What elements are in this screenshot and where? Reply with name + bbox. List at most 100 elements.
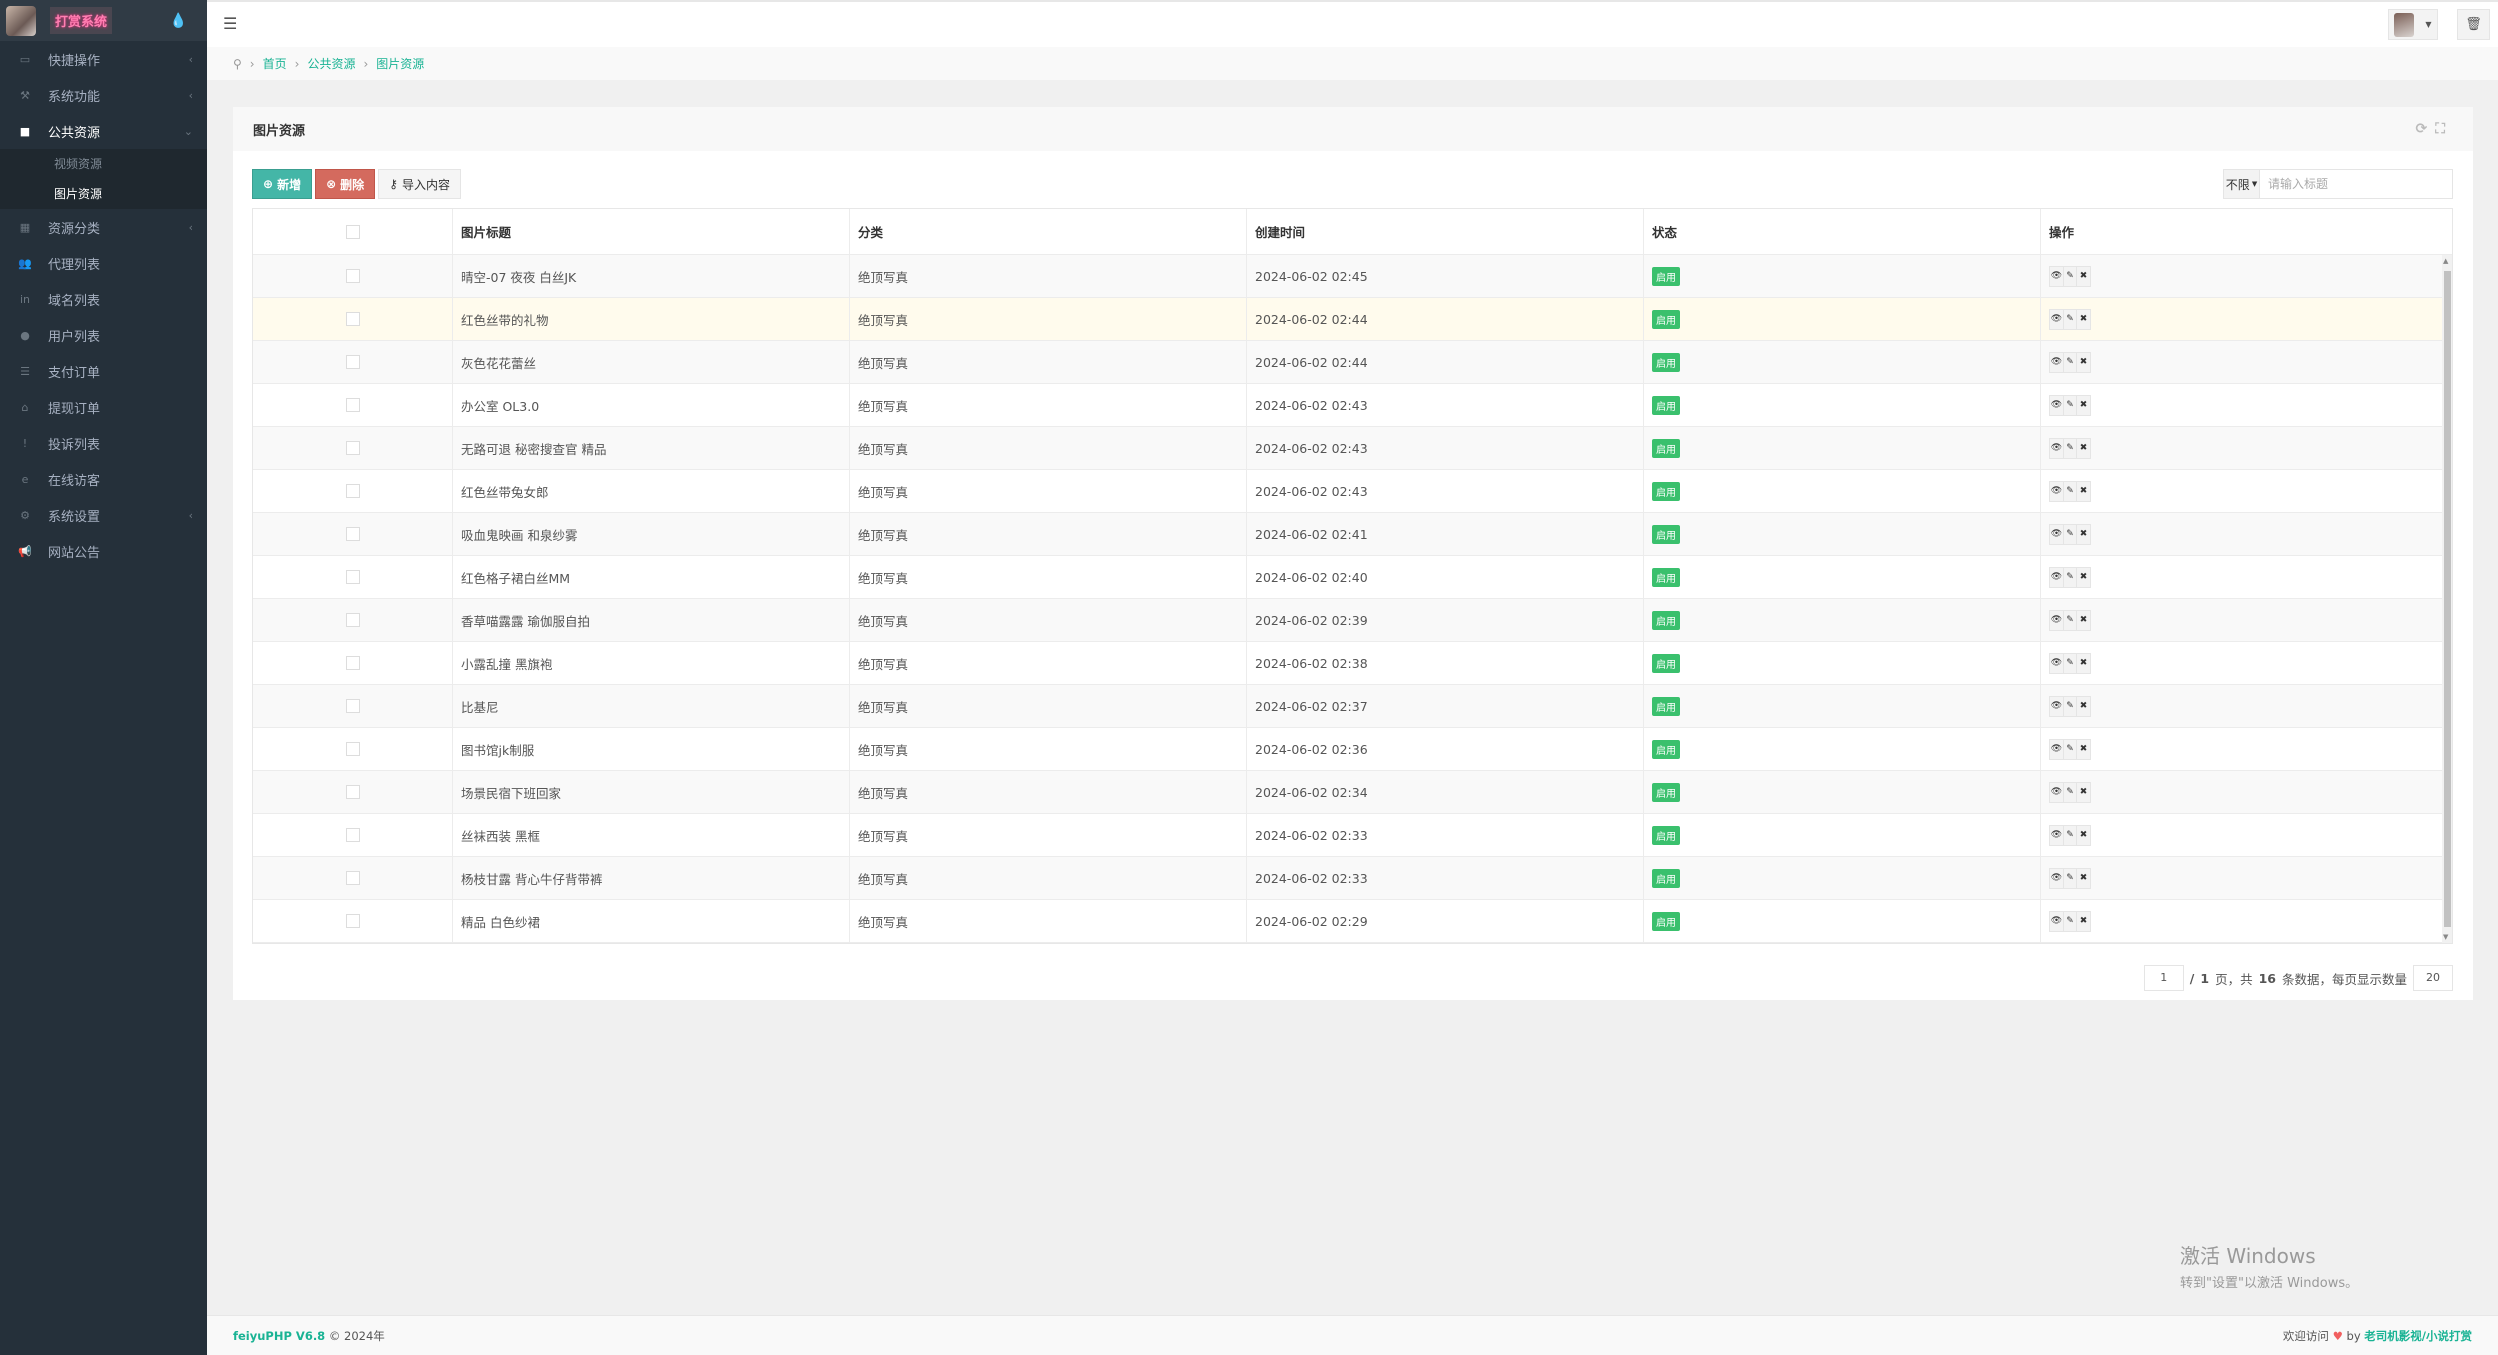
row-checkbox[interactable] [345, 742, 360, 756]
delete-icon[interactable]: ✖ [2079, 270, 2088, 281]
view-icon[interactable]: 👁 [2050, 911, 2064, 931]
status-badge[interactable]: 启用 [1652, 653, 1680, 673]
delete-icon[interactable]: ✖ [2079, 872, 2088, 883]
status-badge[interactable]: 启用 [1652, 911, 1680, 931]
sidebar-item-6[interactable]: ● 用户列表 [0, 317, 207, 353]
delete-icon[interactable]: ✖ [2079, 442, 2088, 453]
sidebar-item-12[interactable]: 📢 网站公告 [0, 533, 207, 569]
row-checkbox[interactable] [345, 914, 360, 928]
edit-icon[interactable]: ✎ [2064, 266, 2077, 286]
status-badge[interactable]: 启用 [1652, 782, 1680, 802]
view-icon[interactable]: 👁 [2050, 653, 2064, 673]
view-icon[interactable]: 👁 [2050, 352, 2064, 372]
edit-icon[interactable]: ✎ [2064, 696, 2077, 716]
row-checkbox[interactable] [345, 570, 360, 584]
view-icon[interactable]: 👁 [2050, 524, 2064, 544]
status-badge[interactable]: 启用 [1652, 567, 1680, 587]
status-badge[interactable]: 启用 [1652, 481, 1680, 501]
add-button[interactable]: ⊕ 新增 [252, 169, 313, 199]
view-icon[interactable]: 👁 [2050, 309, 2064, 329]
edit-icon[interactable]: ✎ [2064, 567, 2077, 587]
delete-button[interactable]: ⊗ 删除 [315, 169, 376, 199]
view-icon[interactable]: 👁 [2050, 395, 2064, 415]
sidebar-item-7[interactable]: ☰ 支付订单 [0, 353, 207, 389]
header-category[interactable]: 分类 [850, 209, 1247, 254]
submenu-item-1[interactable]: 图片资源 [54, 187, 103, 201]
sidebar-item-5[interactable]: in 域名列表 [0, 281, 207, 317]
edit-icon[interactable]: ✎ [2064, 309, 2077, 329]
edit-icon[interactable]: ✎ [2064, 352, 2077, 372]
view-icon[interactable]: 👁 [2050, 266, 2064, 286]
view-icon[interactable]: 👁 [2050, 868, 2064, 888]
row-checkbox[interactable] [345, 656, 360, 670]
filter-dropdown[interactable]: 不限 ▼ [2224, 170, 2260, 198]
delete-icon[interactable]: ✖ [2079, 528, 2088, 539]
status-badge[interactable]: 启用 [1652, 696, 1680, 716]
footer-link[interactable]: 老司机影视/小说打赏 [2364, 1328, 2472, 1343]
status-badge[interactable]: 启用 [1652, 610, 1680, 630]
view-icon[interactable]: 👁 [2050, 696, 2064, 716]
delete-icon[interactable]: ✖ [2079, 356, 2088, 367]
theme-drop-icon[interactable]: 💧 [169, 12, 187, 29]
delete-icon[interactable]: ✖ [2079, 571, 2088, 582]
status-badge[interactable]: 启用 [1652, 309, 1680, 329]
status-badge[interactable]: 启用 [1652, 524, 1680, 544]
view-icon[interactable]: 👁 [2050, 782, 2064, 802]
page-input[interactable]: 1 [2143, 965, 2184, 991]
sidebar-item-2[interactable]: ■ 公共资源 ⌄ [0, 113, 207, 149]
row-checkbox[interactable] [345, 828, 360, 842]
edit-icon[interactable]: ✎ [2064, 395, 2077, 415]
clear-cache-button[interactable]: 🗑 [2457, 9, 2490, 40]
status-badge[interactable]: 启用 [1652, 438, 1680, 458]
row-checkbox[interactable] [345, 484, 360, 498]
header-title[interactable]: 图片标题 [453, 209, 850, 254]
submenu-item-0[interactable]: 视频资源 [54, 157, 103, 171]
edit-icon[interactable]: ✎ [2064, 868, 2077, 888]
row-checkbox[interactable] [345, 355, 360, 369]
delete-icon[interactable]: ✖ [2079, 786, 2088, 797]
edit-icon[interactable]: ✎ [2064, 653, 2077, 673]
delete-icon[interactable]: ✖ [2079, 700, 2088, 711]
edit-icon[interactable]: ✎ [2064, 911, 2077, 931]
view-icon[interactable]: 👁 [2050, 567, 2064, 587]
delete-icon[interactable]: ✖ [2079, 399, 2088, 410]
import-button[interactable]: ⚷ 导入内容 [378, 169, 461, 199]
sidebar-item-3[interactable]: ▦ 资源分类 ‹ [0, 209, 207, 245]
sidebar-item-11[interactable]: ⚙ 系统设置 ‹ [0, 497, 207, 533]
view-icon[interactable]: 👁 [2050, 825, 2064, 845]
row-checkbox[interactable] [345, 871, 360, 885]
status-badge[interactable]: 启用 [1652, 395, 1680, 415]
status-badge[interactable]: 启用 [1652, 266, 1680, 286]
refresh-icon[interactable]: ⟳ [2415, 121, 2436, 137]
view-icon[interactable]: 👁 [2050, 739, 2064, 759]
edit-icon[interactable]: ✎ [2064, 524, 2077, 544]
delete-icon[interactable]: ✖ [2079, 743, 2088, 754]
header-status[interactable]: 状态 [1644, 209, 2041, 254]
breadcrumb-home[interactable]: 首页 [262, 57, 287, 71]
status-badge[interactable]: 启用 [1652, 352, 1680, 372]
delete-icon[interactable]: ✖ [2079, 829, 2088, 840]
table-scrollbar[interactable]: ▲ ▼ [2442, 255, 2452, 943]
sidebar-item-0[interactable]: ▭ 快捷操作 ‹ [0, 41, 207, 77]
user-menu-button[interactable]: ▼ [2388, 9, 2438, 40]
header-created[interactable]: 创建时间 [1247, 209, 1644, 254]
row-checkbox[interactable] [345, 699, 360, 713]
breadcrumb-public-resources[interactable]: 公共资源 [307, 57, 356, 71]
menu-toggle-icon[interactable]: ☰ [223, 14, 238, 33]
view-icon[interactable]: 👁 [2050, 610, 2064, 630]
sidebar-item-1[interactable]: ⚒ 系统功能 ‹ [0, 77, 207, 113]
sidebar-item-10[interactable]: e 在线访客 [0, 461, 207, 497]
status-badge[interactable]: 启用 [1652, 868, 1680, 888]
edit-icon[interactable]: ✎ [2064, 438, 2077, 458]
sidebar-item-8[interactable]: ⌂ 提现订单 [0, 389, 207, 425]
row-checkbox[interactable] [345, 785, 360, 799]
delete-icon[interactable]: ✖ [2079, 915, 2088, 926]
delete-icon[interactable]: ✖ [2079, 614, 2088, 625]
select-all-checkbox[interactable] [345, 224, 360, 239]
row-checkbox[interactable] [345, 613, 360, 627]
scroll-up-icon[interactable]: ▲ [2443, 257, 2449, 265]
row-checkbox[interactable] [345, 312, 360, 326]
view-icon[interactable]: 👁 [2050, 481, 2064, 501]
view-icon[interactable]: 👁 [2050, 438, 2064, 458]
edit-icon[interactable]: ✎ [2064, 825, 2077, 845]
